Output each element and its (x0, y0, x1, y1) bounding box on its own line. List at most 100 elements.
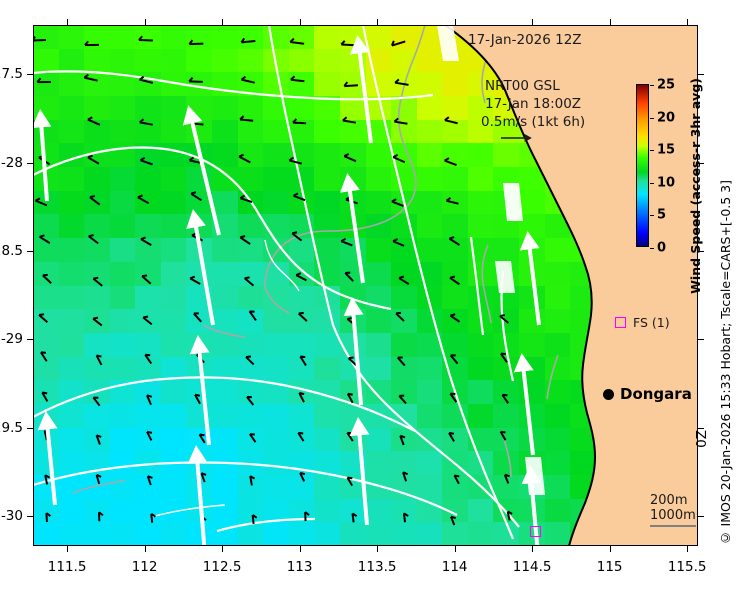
annotation-vector-scale: 0.5m/s (1kt 6h) (481, 114, 586, 130)
raster-cell (288, 332, 316, 358)
raster-cell (467, 96, 495, 122)
raster-cell (416, 238, 444, 264)
station-legend-label: FS (1) (633, 315, 670, 330)
raster-cell (58, 96, 86, 122)
raster-cell (109, 356, 137, 382)
y-axis-tick (27, 251, 33, 253)
raster-cell (442, 72, 470, 98)
x-axis-tick-label: 115 (596, 559, 623, 575)
wind-barb (95, 473, 102, 485)
raster-cell (135, 238, 163, 264)
wind-barb (342, 116, 356, 124)
wind-barb (391, 198, 404, 207)
raster-cell (391, 96, 419, 122)
colorbar-tick (650, 150, 654, 152)
raster-cell (263, 25, 291, 50)
colorbar-tick (650, 215, 654, 217)
raster-cell (544, 427, 572, 453)
y-axis-tick-right (698, 339, 704, 341)
raster-cell (263, 403, 291, 429)
raster-cell (314, 143, 342, 169)
wind-barb (95, 354, 103, 366)
raster-cell (135, 522, 163, 546)
x-axis-tick (532, 546, 534, 552)
wind-barb (449, 392, 458, 403)
raster-cell (493, 451, 521, 477)
raster-cell (58, 427, 86, 453)
raster-cell (58, 309, 86, 335)
raster-cell (237, 119, 265, 145)
raster-cell (33, 238, 60, 264)
wind-barb (346, 392, 354, 404)
raster-cell (33, 214, 60, 240)
place-label: Dongara (620, 385, 692, 403)
raster-cell (391, 25, 419, 50)
raster-cell (212, 332, 240, 358)
colorbar-tick (650, 182, 654, 184)
raster-cell (391, 332, 419, 358)
raster-cell (544, 238, 572, 264)
wind-barb (293, 192, 306, 202)
wind-barb (188, 39, 204, 46)
raster-cell (160, 167, 188, 193)
raster-cell (467, 72, 495, 98)
wind-barb (246, 395, 255, 406)
raster-cell (416, 522, 444, 546)
raster-cell (467, 190, 495, 216)
raster-cell (237, 403, 265, 429)
wind-barb (240, 37, 256, 44)
raster-cell (467, 498, 495, 524)
raster-cell (493, 119, 521, 145)
annotation-model: NRT00 GSL (485, 78, 560, 94)
station-marker-map (530, 526, 541, 537)
raster-cell (84, 498, 112, 524)
x-axis-tick (144, 546, 146, 552)
raster-cell (212, 167, 240, 193)
raster-cell (58, 332, 86, 358)
wind-barb (189, 275, 201, 285)
x-axis-tick-label: 111.5 (47, 559, 87, 575)
wind-barb (193, 312, 202, 323)
x-axis-tick-top (67, 19, 69, 25)
y-axis-tick (27, 162, 33, 164)
raster-cell (288, 522, 316, 546)
wind-barb (240, 75, 255, 84)
raster-cell (544, 261, 572, 287)
raster-cell (416, 380, 444, 406)
scalebar-label-1000m: 1000m (650, 507, 696, 523)
raster-cell (109, 427, 137, 453)
raster-cell (518, 309, 546, 335)
raster-cell (263, 285, 291, 311)
raster-cell (314, 309, 342, 335)
raster-cell (237, 498, 265, 524)
raster-cell (109, 261, 137, 287)
x-axis-tick-label: 113.5 (357, 559, 397, 575)
raster-cell (442, 214, 470, 240)
raster-cell (84, 72, 112, 98)
wind-barb (304, 511, 310, 522)
x-axis-tick (377, 546, 379, 552)
wind-barb (251, 514, 258, 525)
raster-cell (314, 474, 342, 500)
raster-cell (263, 167, 291, 193)
colorbar-tick (650, 117, 654, 119)
raster-cell (442, 522, 470, 546)
raster-cell (416, 451, 444, 477)
wind-barb (402, 512, 409, 523)
station-square-icon (530, 526, 541, 537)
raster-cell (365, 25, 393, 50)
raster-cell (237, 522, 265, 546)
wind-barb (249, 475, 256, 486)
station-legend: FS (1) (615, 315, 670, 330)
raster-cell (84, 522, 112, 546)
raster-cell (314, 498, 342, 524)
place-marker-icon (603, 388, 614, 400)
raster-cell (288, 285, 316, 311)
raster-cell (212, 474, 240, 500)
place-dongara: Dongara (603, 385, 692, 403)
x-axis-tick-top (144, 19, 146, 25)
wind-barb (449, 354, 459, 365)
wind-barb (351, 512, 358, 523)
x-axis-tick-top (687, 19, 689, 25)
wind-barb (398, 275, 410, 285)
